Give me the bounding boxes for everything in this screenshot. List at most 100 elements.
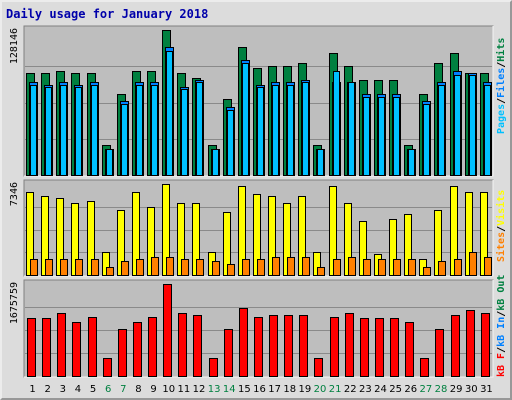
sites-bar	[469, 252, 477, 276]
day-label: 21	[329, 384, 342, 395]
pages-bar	[257, 87, 264, 176]
sites-bar	[287, 257, 295, 276]
series-group-kbytes	[27, 284, 490, 377]
sites-bar	[227, 264, 235, 276]
chart-title: Daily usage for January 2018	[6, 7, 209, 21]
day-label: 22	[344, 384, 357, 395]
day-label: 10	[162, 384, 175, 395]
kbytes-bar	[118, 329, 127, 377]
pages-bar	[151, 85, 158, 176]
day-label: 13	[208, 384, 221, 395]
day-label: 18	[283, 384, 296, 395]
sites-bar	[257, 259, 265, 276]
day-label: 3	[60, 384, 66, 395]
pages-bar	[181, 89, 188, 176]
day-label: 15	[238, 384, 251, 395]
pages-bar	[242, 63, 249, 176]
day-label: 20	[314, 384, 327, 395]
pages-bar	[91, 85, 98, 176]
day-label: 16	[253, 384, 266, 395]
sites-bar	[45, 259, 53, 276]
pages-bar	[45, 87, 52, 176]
legend-part: /	[496, 98, 507, 104]
sites-bar	[378, 259, 386, 276]
kbytes-bar	[314, 358, 323, 377]
pages-bar	[60, 85, 67, 176]
pages-bar	[302, 82, 309, 176]
kbytes-bar	[451, 315, 460, 377]
sites-bar	[60, 259, 68, 276]
kbytes-bar	[269, 315, 278, 377]
day-label: 14	[223, 384, 236, 395]
kbytes-bar	[284, 315, 293, 377]
legend-part: Files	[495, 68, 507, 98]
kbytes-bar	[88, 317, 97, 377]
pages-bar	[272, 85, 279, 176]
day-label: 7	[120, 384, 126, 395]
series-group-visits-sites	[26, 184, 492, 276]
pages-bar	[196, 82, 203, 176]
kbytes-bar	[224, 329, 233, 377]
day-label: 25	[389, 384, 402, 395]
legend-part: Hits	[495, 38, 507, 62]
pages-bar	[438, 85, 445, 176]
pages-bar	[484, 85, 491, 176]
sites-bar	[106, 267, 114, 276]
pages-bar	[469, 75, 476, 176]
pages-bar	[227, 110, 234, 176]
pages-bar	[106, 149, 113, 176]
day-label: 12	[193, 384, 206, 395]
sites-bar	[212, 261, 220, 276]
kbytes-bar	[405, 322, 414, 377]
pages-bar	[348, 82, 355, 176]
y-max-label: 7346	[9, 182, 20, 206]
kbytes-bar	[466, 310, 475, 377]
pages-bar	[423, 104, 430, 176]
sites-bar	[136, 259, 144, 276]
sites-bar	[196, 259, 204, 276]
kbytes-bar	[27, 318, 36, 377]
pages-bar	[408, 149, 415, 176]
y-max-label: 128146	[9, 28, 20, 64]
kbytes-bar	[481, 313, 490, 377]
sites-bar	[317, 267, 325, 276]
day-label: 29	[450, 384, 463, 395]
day-label: 9	[150, 384, 156, 395]
pages-bar	[317, 149, 324, 176]
sites-bar	[484, 257, 492, 276]
series-group-hits-files-pages	[26, 30, 492, 176]
pages-bar	[136, 85, 143, 176]
day-label: 26	[404, 384, 417, 395]
sites-bar	[30, 259, 38, 276]
sites-bar	[121, 261, 129, 276]
x-axis-day-labels: 1 2 3 4 5 6 7 8 9 10 11 12 13 14 15 16 17 18 19 20 21 22 23 24 2…	[29, 384, 492, 395]
legend-kbytes-text: kB F/kB In/kB Out	[496, 275, 507, 377]
legend-part: /	[496, 311, 507, 317]
kbytes-bar	[345, 313, 354, 377]
day-label: 17	[268, 384, 281, 395]
day-label: 8	[135, 384, 141, 395]
legend-kbytes: kB F/kB In/kB Out	[496, 275, 507, 377]
kbytes-bar	[42, 318, 51, 377]
pages-bar	[121, 104, 128, 176]
kbytes-bar	[209, 358, 218, 377]
legend-pages-files-hits-text: Pages/Files/Hits	[495, 38, 507, 134]
sites-bar	[151, 257, 159, 276]
sites-bar	[302, 257, 310, 276]
legend-part: /	[496, 347, 507, 353]
pages-bar	[30, 85, 37, 176]
sites-bar	[408, 259, 416, 276]
sites-bar	[166, 257, 174, 276]
legend-part: kB Out	[496, 275, 507, 311]
sites-bar	[393, 259, 401, 276]
pages-bar	[378, 97, 385, 176]
day-label: 28	[435, 384, 448, 395]
sites-bar	[363, 259, 371, 276]
day-label: 31	[480, 384, 493, 395]
kbytes-bar	[360, 318, 369, 377]
pages-bar	[287, 85, 294, 176]
sites-bar	[423, 267, 431, 276]
y-max-label: 1675759	[9, 282, 20, 324]
pages-bar	[166, 51, 173, 176]
